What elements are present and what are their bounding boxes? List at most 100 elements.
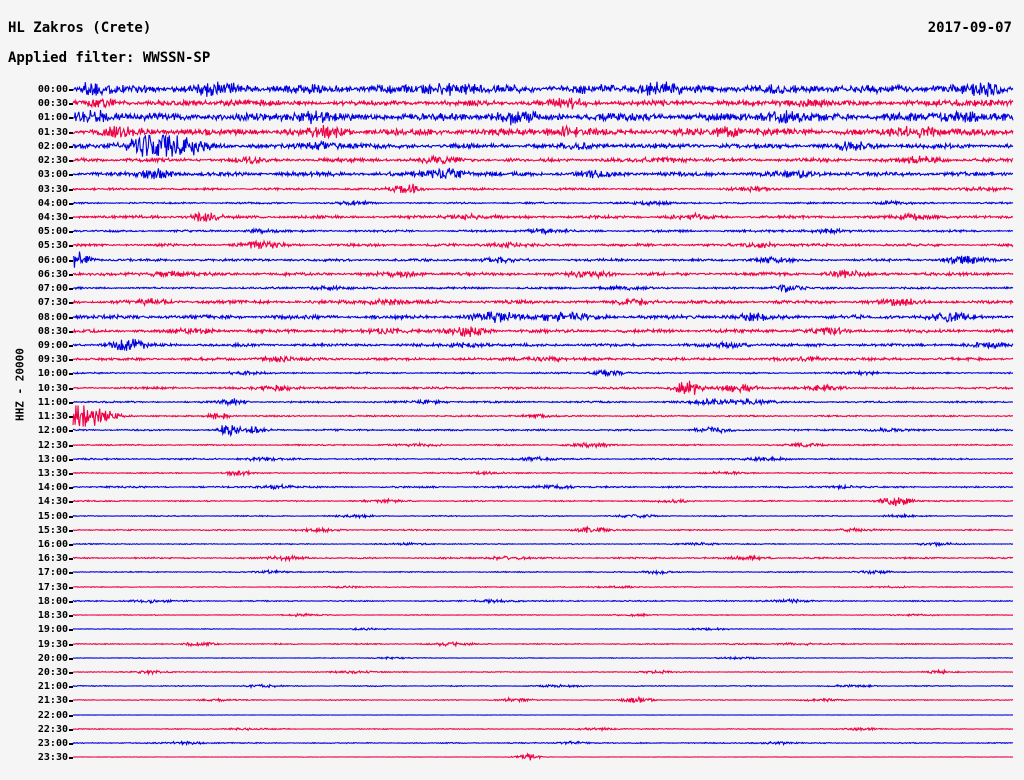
- trace-row-tick: [69, 145, 73, 148]
- trace-row-time-label: 17:30: [37, 581, 68, 593]
- trace-row-tick: [69, 643, 73, 646]
- trace-row-tick: [69, 416, 73, 419]
- trace-row-tick: [69, 89, 73, 91]
- trace-row-time-label: 16:30: [37, 553, 68, 565]
- trace-row-waveform: [72, 401, 1014, 431]
- trace-row-waveform: [72, 131, 1014, 161]
- trace-row-time-label: 18:00: [37, 595, 68, 607]
- trace-row-tick: [69, 686, 73, 689]
- trace-row-time-label: 15:00: [37, 510, 68, 522]
- trace-row-time-label: 14:30: [37, 496, 68, 508]
- trace-row-time-label: 03:30: [37, 183, 68, 195]
- trace-row-tick: [69, 544, 73, 547]
- trace-row: 08:00: [0, 302, 1024, 332]
- trace-row-tick: [69, 316, 73, 319]
- trace-row: 05:00: [0, 216, 1024, 246]
- trace-row-time-label: 11:30: [37, 411, 68, 423]
- trace-row-time-label: 02:30: [37, 155, 68, 167]
- trace-row-waveform: [72, 287, 1014, 317]
- trace-row-waveform: [72, 700, 1014, 730]
- trace-row: 08:30: [0, 316, 1024, 346]
- trace-row-time-label: 09:30: [37, 354, 68, 366]
- trace-row: 12:00: [0, 415, 1024, 445]
- trace-row-waveform: [72, 600, 1014, 630]
- trace-row-waveform: [72, 330, 1014, 360]
- trace-row: 04:00: [0, 188, 1024, 218]
- trace-row-tick: [69, 387, 73, 390]
- trace-row-waveform: [72, 629, 1014, 659]
- trace-row-time-label: 11:00: [37, 396, 68, 408]
- trace-row-time-label: 02:00: [37, 140, 68, 152]
- trace-row-tick: [69, 359, 73, 362]
- trace-row-tick: [69, 629, 73, 632]
- trace-row: 23:30: [0, 742, 1024, 772]
- trace-row-time-label: 20:00: [37, 652, 68, 664]
- trace-row-tick: [69, 558, 73, 561]
- trace-row: 03:00: [0, 159, 1024, 189]
- trace-row-waveform: [72, 529, 1014, 559]
- trace-row: 15:30: [0, 515, 1024, 545]
- trace-row: 13:30: [0, 458, 1024, 488]
- trace-row-tick: [69, 444, 73, 447]
- trace-row-time-label: 00:00: [37, 84, 68, 95]
- trace-row-waveform: [72, 344, 1014, 374]
- trace-row-time-label: 12:30: [37, 439, 68, 451]
- trace-row-time-label: 04:00: [37, 197, 68, 209]
- trace-row-time-label: 21:30: [37, 695, 68, 707]
- trace-area: 00:00 00:30 01:00 01:30 02:00 02:30 03:00 03:30…: [0, 78, 1024, 778]
- record-date: 2017-09-07: [927, 20, 1012, 36]
- trace-row-tick: [69, 131, 73, 134]
- trace-row-tick: [69, 188, 73, 191]
- trace-row-time-label: 21:00: [37, 681, 68, 693]
- trace-row-waveform: [72, 586, 1014, 616]
- trace-row-time-label: 22:30: [37, 723, 68, 735]
- trace-row-tick: [69, 700, 73, 703]
- trace-row-waveform: [72, 174, 1014, 204]
- trace-row-tick: [69, 117, 73, 120]
- trace-row-waveform: [72, 316, 1014, 346]
- trace-row-tick: [69, 216, 73, 219]
- trace-row-time-label: 09:00: [37, 339, 68, 351]
- trace-row-tick: [69, 245, 73, 248]
- trace-row-time-label: 20:30: [37, 667, 68, 679]
- trace-row: 21:30: [0, 685, 1024, 715]
- trace-row: 18:00: [0, 586, 1024, 616]
- trace-row: 14:30: [0, 486, 1024, 516]
- trace-row-waveform: [72, 614, 1014, 644]
- trace-row-time-label: 07:30: [37, 297, 68, 309]
- trace-row-time-label: 05:30: [37, 240, 68, 252]
- trace-row-tick: [69, 259, 73, 262]
- page-title: HL Zakros (Crete): [8, 20, 152, 36]
- trace-row-time-label: 04:30: [37, 211, 68, 223]
- trace-row-time-label: 19:30: [37, 638, 68, 650]
- trace-row-time-label: 14:00: [37, 482, 68, 494]
- trace-row-tick: [69, 401, 73, 404]
- trace-row-tick: [69, 330, 73, 333]
- trace-row: 10:30: [0, 373, 1024, 403]
- trace-row-tick: [69, 515, 73, 518]
- trace-row-waveform: [72, 230, 1014, 260]
- trace-row: 22:00: [0, 700, 1024, 730]
- trace-row-waveform: [72, 515, 1014, 545]
- applied-filter-label: Applied filter: WWSSN-SP: [8, 50, 211, 66]
- trace-row-tick: [69, 615, 73, 618]
- trace-row: 19:00: [0, 614, 1024, 644]
- trace-row-tick: [69, 344, 73, 347]
- trace-row-tick: [69, 501, 73, 504]
- trace-row-time-label: 17:00: [37, 567, 68, 579]
- trace-row-tick: [69, 174, 73, 177]
- trace-row-tick: [69, 743, 73, 746]
- trace-row-time-label: 07:00: [37, 283, 68, 295]
- trace-row: 15:00: [0, 501, 1024, 531]
- trace-row-time-label: 10:30: [37, 382, 68, 394]
- trace-row-time-label: 19:00: [37, 624, 68, 636]
- trace-row-waveform: [72, 88, 1014, 118]
- trace-row: 20:00: [0, 643, 1024, 673]
- trace-row-time-label: 03:00: [37, 169, 68, 181]
- trace-row-waveform: [72, 472, 1014, 502]
- trace-row: 11:30: [0, 401, 1024, 431]
- trace-row-tick: [69, 586, 73, 589]
- trace-row-tick: [69, 714, 73, 717]
- trace-row-tick: [69, 472, 73, 475]
- trace-row-tick: [69, 600, 73, 603]
